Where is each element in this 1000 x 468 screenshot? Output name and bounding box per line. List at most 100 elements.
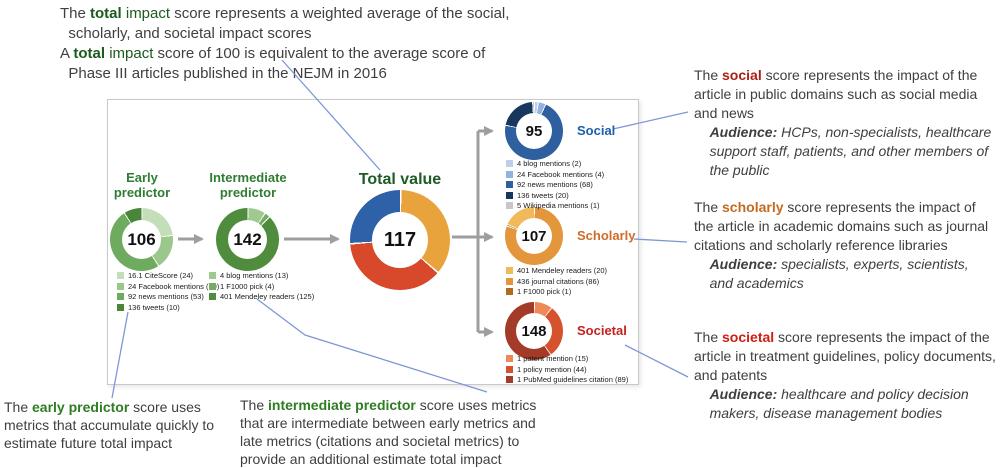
social-donut-chart: 95 xyxy=(505,102,563,160)
legend-item: 401 Mendeley readers (125) xyxy=(209,293,314,301)
social-label: Social xyxy=(577,123,616,138)
societal-score-note: The societal score represents the impact… xyxy=(694,328,996,423)
legend-swatch-icon xyxy=(506,202,513,210)
scholarly-label: Scholarly xyxy=(577,228,636,243)
legend-swatch-icon xyxy=(506,355,513,363)
text-run: score uses metrics that are intermediate… xyxy=(240,397,537,467)
legend-label: 5 Wikipedia mentions (1) xyxy=(517,201,600,210)
text-run: The xyxy=(694,329,723,345)
text-run: total xyxy=(90,5,122,22)
legend-label: 92 news mentions (68) xyxy=(517,180,593,189)
social-legend: 4 blog mentions (2) 24 Facebook mentions … xyxy=(506,160,604,213)
total-score-value: 117 xyxy=(383,228,417,251)
text-run: score represents a weighted average of t… xyxy=(68,5,510,42)
social-score-value: 95 xyxy=(525,122,543,140)
early-predictor-note: The early predictor score uses metrics t… xyxy=(4,398,214,452)
callout-line-scholarly xyxy=(633,238,688,243)
legend-label: 16.1 CiteScore (24) xyxy=(128,271,194,280)
legend-swatch-icon xyxy=(506,160,513,168)
legend-item: 92 news mentions (68) xyxy=(506,181,604,189)
societal-label: Societal xyxy=(577,323,627,338)
legend-label: 4 blog mentions (13) xyxy=(220,271,289,280)
text-run: score represents the impact of the artic… xyxy=(694,329,996,383)
legend-swatch-icon xyxy=(506,267,513,275)
legend-label: 1 F1000 pick (1) xyxy=(517,287,572,296)
legend-label: 1 patent mention (15) xyxy=(517,354,589,363)
early-legend: 16.1 CiteScore (24) 24 Facebook mentions … xyxy=(117,272,219,314)
legend-item: 1 PubMed guidelines citation (89) xyxy=(506,376,628,384)
legend-item: 1 F1000 pick (1) xyxy=(506,288,607,296)
text-run: The xyxy=(694,67,723,83)
text-run: impact xyxy=(105,45,154,62)
text-run: healthcare and policy decision makers, d… xyxy=(709,386,969,421)
legend-swatch-icon xyxy=(117,293,124,301)
legend-label: 136 tweets (20) xyxy=(517,190,569,200)
text-run: societal xyxy=(722,329,775,345)
legend-swatch-icon xyxy=(506,181,513,189)
text-run: score uses metrics that accumulate quick… xyxy=(4,399,215,451)
early-predictor-heading: Early predictor xyxy=(113,170,171,200)
legend-swatch-icon xyxy=(209,272,216,280)
text-run: total xyxy=(73,45,106,62)
legend-swatch-icon xyxy=(209,293,216,301)
scholarly-donut-chart: 107 xyxy=(505,207,563,265)
text-run xyxy=(694,124,710,140)
text-run: social xyxy=(722,67,762,83)
text-run: The xyxy=(4,399,33,415)
intermediate-predictor-note: The intermediate predictor score uses me… xyxy=(240,396,536,468)
legend-item: 24 Facebook mentions (4) xyxy=(506,170,604,179)
legend-item: 1 policy mention (44) xyxy=(506,364,628,374)
early-donut-chart: 106 xyxy=(110,208,173,271)
legend-label: 1 F1000 pick (4) xyxy=(220,281,275,291)
legend-swatch-icon xyxy=(117,282,124,290)
legend-label: 136 tweets (10) xyxy=(128,302,180,312)
text-run: intermediate predictor xyxy=(268,397,416,413)
text-run: The xyxy=(240,397,269,413)
scholarly-score-value: 107 xyxy=(521,227,547,245)
text-run: early predictor xyxy=(32,399,130,415)
legend-item: 4 blog mentions (2) xyxy=(506,160,604,168)
legend-swatch-icon xyxy=(506,170,513,178)
legend-swatch-icon xyxy=(506,365,513,373)
legend-swatch-icon xyxy=(506,288,513,296)
legend-swatch-icon xyxy=(506,376,513,384)
legend-label: 1 policy mention (44) xyxy=(517,364,587,374)
societal-legend: 1 patent mention (15) 1 policy mention (4… xyxy=(506,355,628,387)
text-run: score represents the impact of the artic… xyxy=(694,67,978,121)
intermediate-predictor-heading: Intermediate predictor xyxy=(209,170,287,200)
legend-item: 24 Facebook mentions (19) xyxy=(117,282,219,291)
legend-item: 1 F1000 pick (4) xyxy=(209,281,314,291)
legend-item: 5 Wikipedia mentions (1) xyxy=(506,202,604,210)
text-run: The xyxy=(60,5,91,22)
text-run: score represents the impact of the artic… xyxy=(694,199,989,253)
text-run: Audience: xyxy=(709,386,778,402)
legend-item: 136 tweets (10) xyxy=(117,302,219,312)
scholarly-score-note: The scholarly score represents the impac… xyxy=(694,198,988,293)
legend-swatch-icon xyxy=(117,272,124,280)
scholarly-legend: 401 Mendeley readers (20) 436 journal cit… xyxy=(506,267,607,299)
legend-item: 4 blog mentions (13) xyxy=(209,272,314,280)
legend-label: 401 Mendeley readers (125) xyxy=(220,292,315,301)
total-value-heading: Total value xyxy=(358,171,442,188)
legend-swatch-icon xyxy=(117,303,124,311)
societal-score-value: 148 xyxy=(521,322,547,340)
text-run: A xyxy=(60,45,74,62)
text-run: The xyxy=(694,199,723,215)
legend-item: 136 tweets (20) xyxy=(506,190,604,200)
text-run: Audience: xyxy=(709,124,778,140)
text-run: specialists, experts, scientists, and ac… xyxy=(709,256,969,291)
total-impact-note: The total impact score represents a weig… xyxy=(60,4,509,84)
early-score-value: 106 xyxy=(127,229,156,249)
text-run: Audience: xyxy=(709,256,778,272)
legend-swatch-icon xyxy=(506,191,513,199)
legend-swatch-icon xyxy=(506,277,513,285)
legend-label: 92 news mentions (53) xyxy=(128,292,204,301)
legend-item: 1 patent mention (15) xyxy=(506,355,628,363)
total-donut-chart: 117 xyxy=(350,190,450,290)
legend-label: 4 blog mentions (2) xyxy=(517,159,582,168)
legend-item: 16.1 CiteScore (24) xyxy=(117,272,219,280)
legend-swatch-icon xyxy=(209,282,216,290)
legend-label: 436 journal citations (86) xyxy=(517,276,600,286)
text-run: HCPs, non-specialists, healthcare suppor… xyxy=(709,124,992,178)
